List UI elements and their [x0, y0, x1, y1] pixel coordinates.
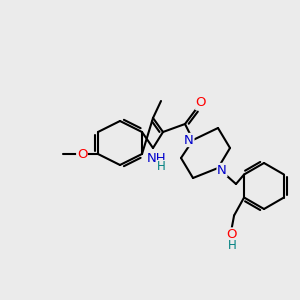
Text: O: O: [226, 228, 236, 241]
Text: NH: NH: [147, 152, 167, 164]
Text: O: O: [196, 97, 206, 110]
Text: N: N: [184, 134, 194, 146]
Text: H: H: [228, 239, 236, 252]
Text: O: O: [77, 148, 87, 160]
Text: N: N: [217, 164, 227, 176]
Text: H: H: [157, 160, 165, 173]
